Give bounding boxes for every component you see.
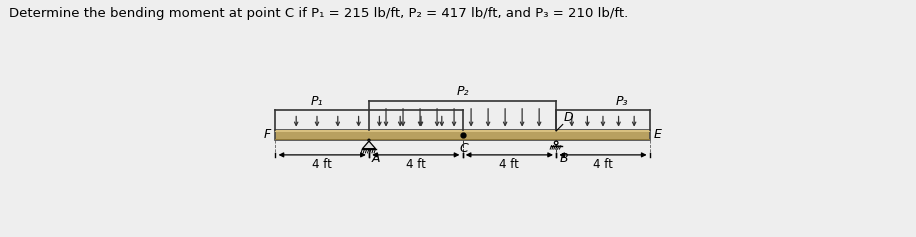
Bar [276, 130, 649, 140]
Text: E: E [654, 128, 662, 141]
Text: P₃: P₃ [616, 95, 628, 108]
Text: 4 ft: 4 ft [499, 158, 519, 171]
Text: A: A [371, 152, 380, 165]
Text: C: C [460, 142, 468, 155]
Circle shape [554, 141, 558, 145]
Text: P₁: P₁ [311, 95, 322, 108]
Text: D: D [563, 111, 572, 124]
Bar [276, 139, 649, 140]
Text: Determine the bending moment at point C if P₁ = 215 lb/ft, P₂ = 417 lb/ft, and P: Determine the bending moment at point C … [9, 7, 628, 20]
Text: 4 ft: 4 ft [406, 158, 426, 171]
Polygon shape [363, 141, 376, 149]
Text: 4 ft: 4 ft [593, 158, 613, 171]
Text: 4 ft: 4 ft [312, 158, 333, 171]
Text: B: B [560, 152, 569, 165]
Text: P₂: P₂ [456, 85, 469, 98]
Text: F: F [264, 128, 271, 141]
Bar [276, 130, 649, 132]
Circle shape [368, 139, 370, 141]
